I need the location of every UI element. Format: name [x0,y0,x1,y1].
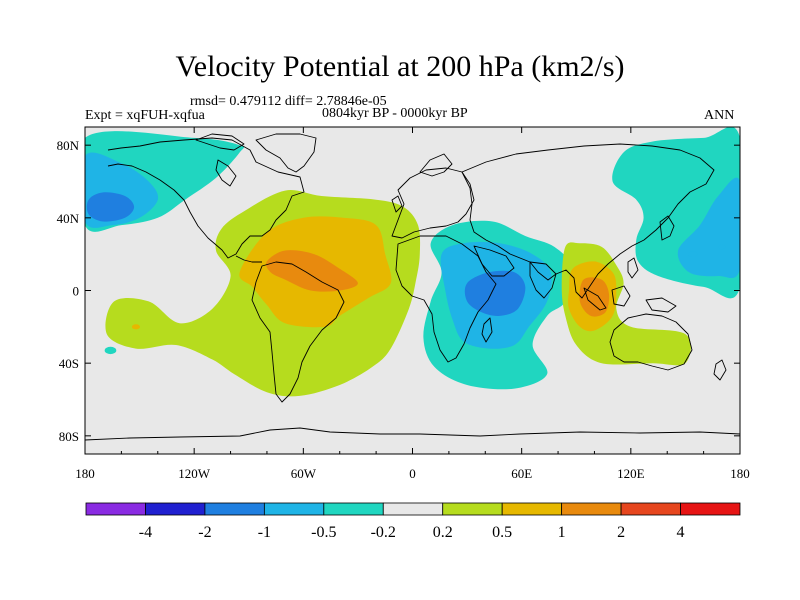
colorbar-swatch [501,502,563,516]
colorbar-label: -4 [139,524,152,541]
coast-india [529,261,557,299]
coast-philippines [627,257,639,279]
coast-madagascar [481,317,493,343]
colorbar-swatch [680,502,741,516]
map-title: Velocity Potential at 200 hPa (km2/s) [175,50,625,83]
coast-britain [391,195,403,213]
coast-north-america [107,137,305,259]
colorbar-swatch [561,502,622,516]
coast-australia [609,313,693,371]
colorbar-label: -1 [258,524,271,541]
colorbar-swatch [145,502,206,516]
lon-label: 60W [291,466,317,481]
coast-caribbean [235,255,262,263]
lat-label: 40N [57,211,80,226]
colorbar-swatch [442,502,503,516]
contour-region-east-pacific-core [86,192,135,222]
lon-label: 120E [617,466,645,481]
coast-borneo [611,285,631,307]
stats-line: rmsd= 0.479112 diff= 2.78846e-05 [190,94,387,109]
axis-labels: 80N 40N 0 40S 80S 180 120W 60W 0 60E 120E 180 [57,138,750,481]
lon-label: 180 [75,466,95,481]
colorbar-label: 2 [617,524,625,541]
lon-label: 60E [511,466,532,481]
lat-label: 40S [59,356,79,371]
lon-label: 120W [178,466,211,481]
coast-asia [461,143,715,299]
colorbar-swatch [382,502,444,516]
coast-greenland [255,133,317,173]
colorbar: -4 -2 -1 -0.5 -0.2 0.2 0.5 1 2 4 [85,502,741,541]
lat-label: 80N [57,138,80,153]
experiment-label: Expt = xqFUH-xqfua [85,108,205,123]
colorbar-label: 0.5 [492,524,512,541]
season-label: ANN [704,108,735,123]
colorbar-label: -0.5 [311,524,336,541]
coast-arabia [473,245,515,277]
colorbar-swatch [263,502,325,516]
contour-region-indian-ocean-core [464,270,526,317]
coast-antarctica [85,427,740,441]
colorbar-swatch [85,502,146,516]
colorbar-label: 1 [558,524,566,541]
colorbar-swatch [204,502,265,516]
coast-europe [391,167,475,239]
coast-hudson-bay [215,159,237,187]
coastline-layer [85,133,740,441]
coast-scandinavia [419,153,453,177]
colorbar-label: -2 [198,524,211,541]
contour-spot-west-pacific-blue-patch-1 [688,251,698,258]
colorbar-label: 0.2 [433,524,453,541]
colorbar-label: 4 [677,524,685,541]
period-label: 0804kyr BP - 0000kyr BP [322,106,468,121]
lat-label: 0 [73,284,80,299]
coast-arctic-islands [195,133,245,151]
contour-spot-south-pacific-cyan-patch [104,346,117,355]
coast-new-zealand [713,359,727,381]
colorbar-label: -0.2 [371,524,396,541]
coast-sumatra [583,287,607,311]
lon-label: 180 [730,466,750,481]
contour-fill-layer [85,127,740,397]
coast-africa [395,235,497,363]
lon-label: 0 [409,466,416,481]
contour-spot-south-pacific-orange-patch [131,324,141,330]
axis-ticks [84,127,741,454]
contour-region-americas-atlantic-core [266,250,358,292]
colorbar-swatch [323,502,384,516]
coast-japan [659,215,675,241]
coast-south-america [251,261,345,403]
contour-spot-west-pacific-blue-patch-2 [718,244,726,250]
contour-region-maritime-continent-core [579,277,610,317]
coast-new-guinea [645,297,677,313]
colorbar-swatch [620,502,681,516]
lat-label: 80S [59,429,79,444]
